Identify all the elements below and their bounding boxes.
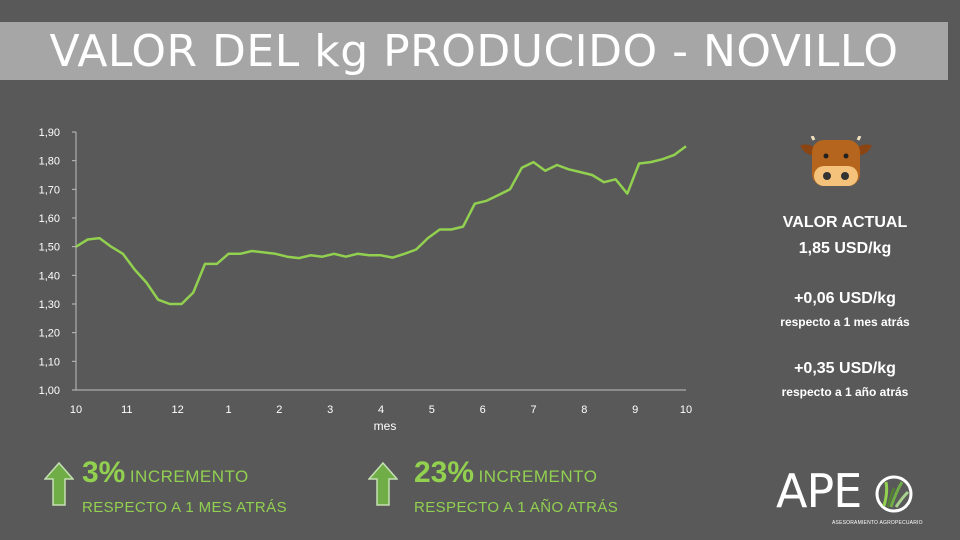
actual-value-label: VALOR ACTUAL bbox=[782, 214, 908, 231]
x-tick-label: 1 bbox=[225, 404, 231, 416]
y-tick-label: 1,50 bbox=[39, 242, 60, 254]
year-ref: respecto a 1 año atrás bbox=[781, 385, 909, 399]
title-bar: VALOR DEL kg PRODUCIDO - NOVILLO bbox=[0, 22, 948, 80]
x-axis-label: mes bbox=[374, 419, 397, 433]
logo-subtitle: ASESORAMIENTO AGROPECUARIO bbox=[832, 520, 923, 526]
x-tick-label: 7 bbox=[530, 404, 536, 416]
month-increment-headline: 3% INCREMENTO bbox=[82, 456, 249, 490]
month-increment-pct: 3% bbox=[82, 456, 126, 489]
price-series-line bbox=[75, 145, 687, 306]
year-increment-pct: 23% bbox=[414, 456, 475, 489]
y-tick-label: 1,40 bbox=[39, 270, 60, 282]
actual-value: 1,85 USD/kg bbox=[798, 240, 892, 257]
x-tick-label: 6 bbox=[480, 404, 486, 416]
x-tick-label: 10 bbox=[70, 404, 82, 416]
up-arrow-icon bbox=[44, 462, 74, 506]
x-tick-label: 10 bbox=[680, 404, 692, 416]
x-tick-label: 3 bbox=[327, 404, 333, 416]
y-tick-label: 1,00 bbox=[39, 385, 60, 397]
year-increment-sub: RESPECTO A 1 AÑO ATRÁS bbox=[414, 499, 619, 516]
y-tick-label: 1,90 bbox=[39, 127, 60, 139]
y-tick-label: 1,70 bbox=[39, 184, 60, 196]
x-tick-label: 2 bbox=[276, 404, 282, 416]
month-increment-word: INCREMENTO bbox=[129, 467, 249, 486]
x-tick-label: 9 bbox=[632, 404, 638, 416]
year-increment-headline: 23% INCREMENTO bbox=[414, 456, 597, 490]
x-tick-label: 5 bbox=[429, 404, 435, 416]
cow-icon bbox=[800, 136, 872, 186]
month-increment-sub: RESPECTO A 1 MES ATRÁS bbox=[82, 499, 287, 516]
logo-name: APE bbox=[776, 464, 862, 518]
year-delta: +0,35 USD/kg bbox=[794, 360, 896, 377]
ape-logo: APE ASESORAMIENTO AGROPECUARIO bbox=[776, 464, 922, 530]
x-tick-label: 11 bbox=[121, 404, 132, 416]
year-increment-word: INCREMENTO bbox=[478, 467, 598, 486]
y-tick-label: 1,60 bbox=[39, 213, 60, 225]
x-tick-label: 8 bbox=[581, 404, 587, 416]
y-tick-label: 1,20 bbox=[39, 328, 60, 340]
up-arrow-icon bbox=[368, 462, 398, 506]
y-tick-label: 1,10 bbox=[39, 356, 60, 368]
x-tick-label: 12 bbox=[172, 404, 184, 416]
grass-circle-icon bbox=[875, 475, 913, 513]
page-title: VALOR DEL kg PRODUCIDO - NOVILLO bbox=[49, 26, 899, 77]
price-line-chart: 1,00 1,10 1,20 1,30 1,40 1,50 1,60 1,70 1,80 1,90… bbox=[39, 127, 693, 433]
month-delta: +0,06 USD/kg bbox=[794, 290, 896, 307]
y-tick-label: 1,80 bbox=[39, 156, 60, 168]
y-tick-label: 1,30 bbox=[39, 299, 60, 311]
x-tick-label: 4 bbox=[378, 404, 384, 416]
month-ref: respecto a 1 mes atrás bbox=[780, 315, 910, 329]
